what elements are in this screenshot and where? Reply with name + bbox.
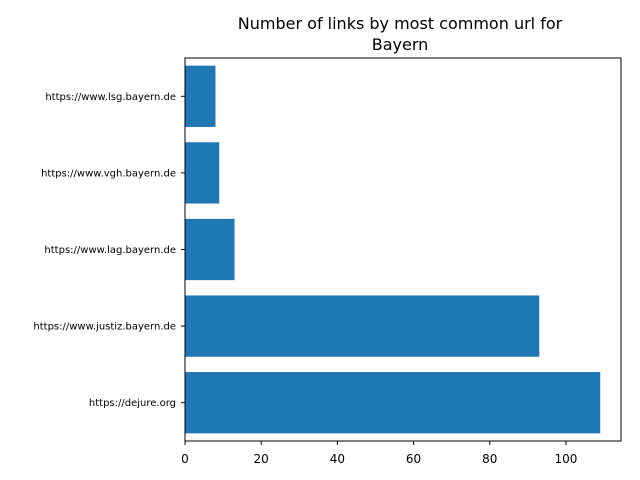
y-tick-label-3: https://www.vgh.bayern.de — [41, 168, 176, 179]
x-axis-ticks: 0 20 40 60 80 100 — [181, 441, 577, 466]
chart-title-line-2: Bayern — [372, 35, 429, 54]
x-tick-label-2: 40 — [330, 452, 345, 466]
y-tick-label-2: https://www.lag.bayern.de — [44, 245, 176, 256]
bar-3 — [185, 142, 220, 204]
x-tick-label-0: 0 — [181, 452, 189, 466]
y-tick-label-0: https://dejure.org — [89, 398, 176, 409]
y-axis-ticks: https://dejure.org https://www.justiz.bay… — [33, 92, 185, 409]
x-tick-label-1: 20 — [254, 452, 269, 466]
bars-group — [185, 65, 601, 434]
x-tick-label-4: 80 — [482, 452, 497, 466]
plot-frame — [184, 57, 622, 442]
chart-title-line-1: Number of links by most common url for — [238, 14, 563, 33]
y-tick-label-1: https://www.justiz.bayern.de — [33, 322, 176, 333]
bar-4 — [185, 65, 216, 127]
bar-1 — [185, 295, 540, 357]
y-tick-label-4: https://www.lsg.bayern.de — [45, 92, 176, 103]
x-tick-label-5: 100 — [554, 452, 577, 466]
x-tick-label-3: 60 — [406, 452, 421, 466]
bar-0 — [185, 372, 601, 434]
bar-2 — [185, 218, 235, 281]
